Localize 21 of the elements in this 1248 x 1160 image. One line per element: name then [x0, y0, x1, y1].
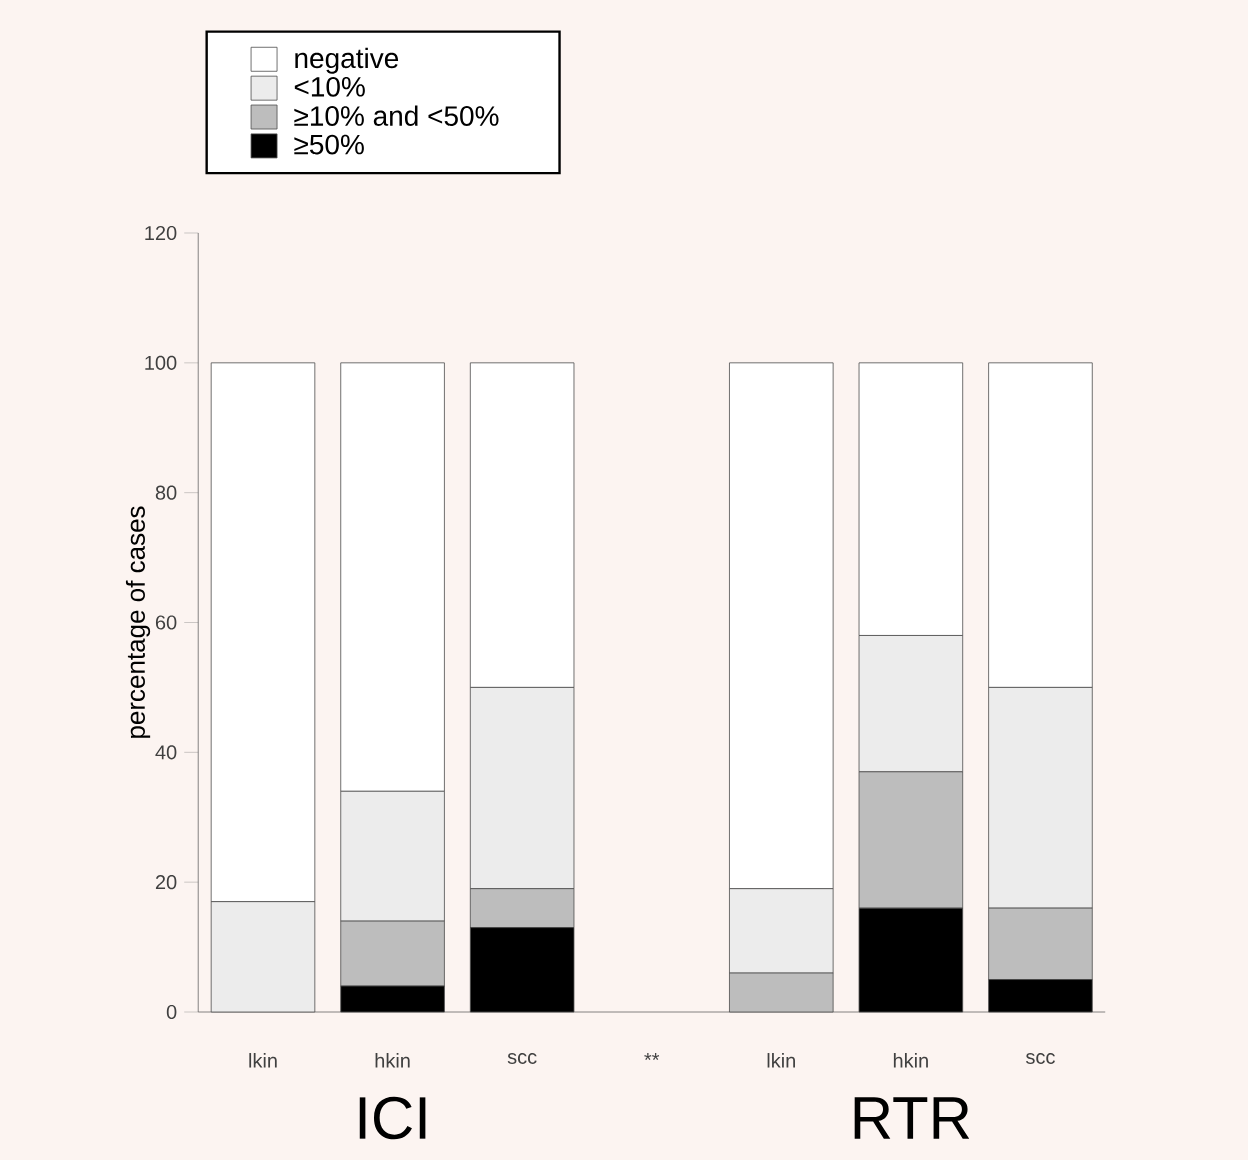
legend-label: negative: [295, 47, 399, 74]
y-tick-label: 0: [166, 1004, 177, 1020]
y-tick-label: 120: [145, 225, 177, 241]
legend-label: ≥10% and <50%: [294, 105, 499, 126]
x-tick-label: scc: [1026, 1053, 1055, 1064]
x-tick-label: hkin: [375, 1053, 410, 1068]
x-tick-label: hkin: [893, 1053, 928, 1068]
y-tick-label: 80: [155, 485, 177, 500]
text: RTR: [854, 1097, 970, 1139]
text: ICI: [359, 1096, 426, 1140]
legend-label: <10%: [294, 76, 365, 97]
y-axis-title: percentage of cases: [125, 506, 151, 738]
x-tick-label: lkin: [767, 1053, 795, 1068]
y-tick-label: 20: [155, 875, 177, 890]
x-tick-label: **: [644, 1053, 660, 1061]
legend-label: ≥50%: [294, 134, 364, 155]
y-tick-label: 40: [155, 745, 177, 760]
x-tick-label: scc: [507, 1053, 537, 1064]
y-tick-label: 100: [145, 355, 177, 370]
y-tick-label: 60: [155, 615, 177, 630]
x-tick-label: lkin: [249, 1053, 277, 1068]
